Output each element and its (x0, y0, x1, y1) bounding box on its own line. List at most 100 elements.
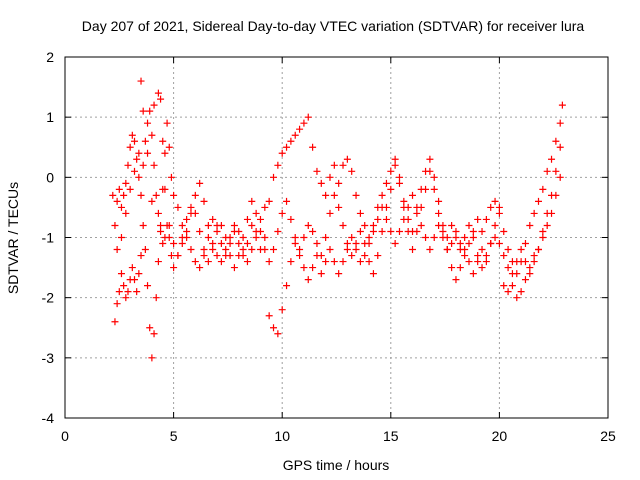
data-point (495, 203, 503, 211)
data-point (361, 221, 369, 229)
data-point (200, 246, 208, 254)
data-point (543, 167, 551, 175)
data-point (300, 234, 308, 241)
data-point (256, 215, 264, 223)
data-point (521, 276, 529, 284)
data-point (296, 246, 304, 254)
data-point (209, 215, 217, 223)
data-point (131, 276, 139, 284)
data-point (330, 191, 338, 199)
data-point (474, 258, 482, 266)
data-point (426, 155, 434, 163)
data-point (235, 227, 243, 235)
data-point (152, 294, 160, 302)
data-point (482, 252, 490, 260)
data-point (461, 252, 469, 260)
data-point (183, 227, 191, 235)
data-point (465, 240, 473, 248)
data-point (167, 173, 175, 181)
data-point (174, 203, 182, 211)
data-point (304, 221, 312, 229)
data-point (274, 227, 282, 235)
data-point (400, 197, 408, 205)
data-point (148, 197, 156, 205)
data-point (452, 227, 460, 235)
data-point (313, 167, 321, 175)
data-point (409, 191, 417, 199)
data-point (326, 246, 334, 254)
data-point (252, 234, 260, 241)
data-point (478, 227, 486, 235)
data-point (374, 252, 382, 260)
data-point (154, 209, 162, 217)
data-point (422, 234, 430, 241)
data-point (543, 209, 551, 217)
data-point (500, 252, 508, 260)
data-point (128, 131, 136, 139)
data-point (265, 197, 273, 205)
data-point (391, 240, 399, 248)
y-tick-label: -1 (42, 230, 55, 246)
data-point (183, 215, 191, 223)
tick-layer (64, 56, 609, 419)
data-point (348, 234, 356, 241)
data-point (365, 258, 373, 266)
data-point (133, 155, 141, 163)
data-point (139, 161, 147, 169)
data-point (187, 203, 195, 211)
data-point (430, 173, 438, 181)
data-point (304, 113, 312, 121)
data-point (422, 167, 430, 175)
data-point (165, 143, 173, 151)
data-point (120, 191, 128, 199)
data-point (491, 234, 499, 241)
data-point (209, 246, 217, 254)
data-point (352, 246, 360, 254)
data-point (144, 119, 152, 127)
data-point (361, 252, 369, 260)
chart-title: Day 207 of 2021, Sidereal Day-to-day VTE… (82, 18, 585, 34)
data-point (482, 258, 490, 266)
data-point (491, 197, 499, 205)
data-point (413, 203, 421, 211)
y-tick-label: -2 (42, 290, 55, 306)
data-point (120, 282, 128, 290)
data-point (435, 197, 443, 205)
data-point (222, 252, 230, 260)
data-point (122, 179, 130, 187)
y-axis-label: SDTVAR / TECUs (5, 182, 21, 294)
grid-layer (65, 57, 608, 418)
data-point (230, 221, 238, 229)
data-point (248, 197, 256, 205)
data-point (534, 197, 542, 205)
data-point (526, 264, 534, 272)
data-point (439, 221, 447, 229)
data-point (517, 246, 525, 254)
data-point (322, 258, 330, 266)
data-point (543, 221, 551, 229)
data-point (521, 258, 529, 266)
data-point (287, 137, 295, 145)
data-point (115, 185, 123, 193)
data-point (456, 264, 464, 272)
data-points-layer (109, 77, 566, 362)
data-point (126, 185, 134, 193)
data-point (369, 221, 377, 229)
data-point (395, 179, 403, 187)
data-point (448, 240, 456, 248)
data-point (113, 246, 121, 254)
data-point (235, 240, 243, 248)
data-point (387, 167, 395, 175)
data-point (513, 294, 521, 302)
data-point (213, 252, 221, 260)
data-point (348, 167, 356, 175)
data-point (387, 185, 395, 193)
data-point (117, 203, 125, 211)
data-point (539, 227, 547, 235)
series-track-b (111, 119, 564, 362)
data-point (124, 161, 132, 169)
data-point (378, 227, 386, 235)
data-point (230, 264, 238, 272)
